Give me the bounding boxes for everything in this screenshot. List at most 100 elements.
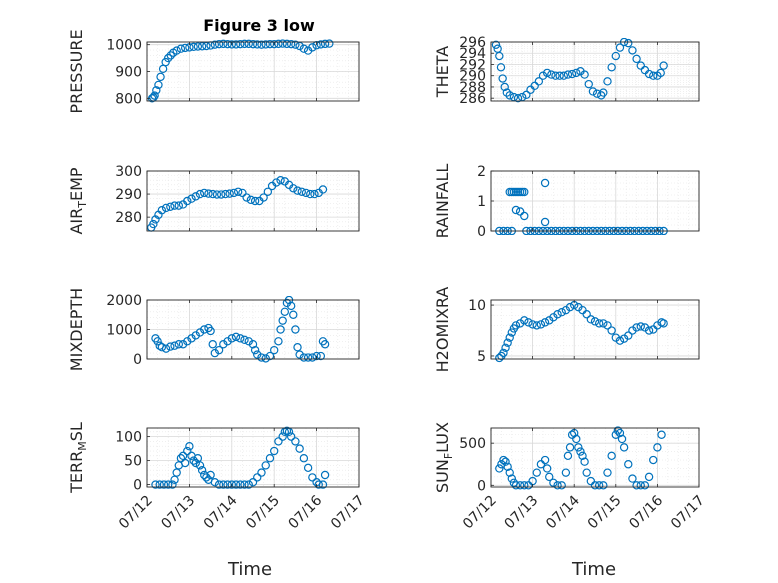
data-point xyxy=(195,189,205,199)
data-point xyxy=(216,190,226,199)
y-tick-label: 50 xyxy=(124,454,142,470)
y-tick-label: 0 xyxy=(133,352,142,368)
y-tick-label: 1000 xyxy=(106,38,142,54)
data-point xyxy=(522,90,531,100)
data-point xyxy=(274,337,283,346)
data-point xyxy=(193,42,203,51)
data-point xyxy=(636,481,645,490)
data-point xyxy=(599,481,608,490)
y-tick-label: 296 xyxy=(459,35,486,51)
data-point xyxy=(214,480,224,489)
data-point xyxy=(210,478,220,487)
data-point xyxy=(274,39,283,49)
data-point xyxy=(599,88,608,97)
data-point xyxy=(540,217,550,227)
data-point xyxy=(257,468,266,477)
data-point xyxy=(640,481,650,490)
data-point xyxy=(200,470,209,480)
data-series xyxy=(151,296,330,363)
data-point xyxy=(542,68,552,78)
data-point xyxy=(520,481,529,490)
data-point xyxy=(174,201,183,210)
y-tick-label: 280 xyxy=(115,210,142,226)
subplot-mixdepth: 0 1000 2000 MIXDEPTH xyxy=(67,288,360,371)
x-tick-label: 07/14 xyxy=(543,492,583,532)
data-point xyxy=(183,337,192,346)
data-point xyxy=(549,478,558,487)
data-point xyxy=(238,188,247,198)
data-point xyxy=(223,39,232,49)
subplot-h2omixra: 5 10 H2OMIXRA xyxy=(433,287,700,372)
data-point xyxy=(632,54,641,64)
data-point xyxy=(270,345,279,355)
data-point xyxy=(649,455,658,465)
data-point xyxy=(231,332,241,342)
data-point xyxy=(231,480,241,489)
data-point xyxy=(636,61,645,70)
data-point xyxy=(536,320,546,329)
plot-area xyxy=(491,42,699,101)
y-tick-label: 286 xyxy=(459,91,486,107)
data-point xyxy=(276,176,285,185)
data-point xyxy=(151,480,160,489)
data-point xyxy=(586,476,596,486)
data-series xyxy=(151,426,330,489)
data-point xyxy=(278,316,287,325)
data-point xyxy=(325,39,334,48)
data-point xyxy=(176,44,186,53)
data-point xyxy=(197,466,207,475)
data-point xyxy=(495,464,504,473)
data-point xyxy=(289,310,298,319)
data-point xyxy=(505,91,514,100)
data-point xyxy=(161,344,171,353)
data-point xyxy=(565,443,575,452)
data-point xyxy=(547,70,556,79)
y-axis-label: PRESSURE xyxy=(67,29,86,113)
data-point xyxy=(611,430,621,439)
data-point xyxy=(276,325,285,334)
subplot-air-temp: 280 290 300 AIRTEMP xyxy=(67,164,360,235)
data-point xyxy=(303,463,313,473)
data-point xyxy=(498,74,507,83)
data-point xyxy=(265,351,275,361)
data-point xyxy=(210,348,220,358)
data-point xyxy=(293,343,302,352)
data-point xyxy=(511,481,521,490)
data-point xyxy=(174,340,183,349)
data-point xyxy=(532,321,541,330)
data-point xyxy=(153,337,162,346)
data-point xyxy=(240,39,249,49)
data-point xyxy=(223,480,232,489)
axes-box xyxy=(490,41,700,102)
data-point xyxy=(530,81,539,91)
data-point xyxy=(225,189,234,198)
data-point xyxy=(594,481,604,490)
data-point xyxy=(180,43,190,53)
data-point xyxy=(210,40,220,49)
data-point xyxy=(567,69,577,79)
data-point xyxy=(197,42,207,51)
data-point xyxy=(565,302,575,312)
data-point xyxy=(576,447,585,456)
data-point xyxy=(244,337,253,346)
data-point xyxy=(524,318,533,327)
data-point xyxy=(320,340,330,349)
data-point xyxy=(584,79,593,89)
y-tick-label: 0 xyxy=(477,478,486,494)
data-point xyxy=(496,63,506,72)
data-point xyxy=(187,194,196,203)
data-point xyxy=(308,43,317,52)
data-point xyxy=(320,470,330,480)
data-point xyxy=(500,82,509,92)
axes-box xyxy=(490,427,700,488)
data-point xyxy=(189,456,198,465)
data-point xyxy=(310,189,319,199)
data-point xyxy=(180,458,190,468)
data-point xyxy=(607,63,616,72)
data-point xyxy=(261,461,270,470)
y-tick-label: 2000 xyxy=(106,293,142,309)
data-point xyxy=(157,343,167,352)
x-tick-label: 07/12 xyxy=(460,493,500,533)
data-point xyxy=(154,80,163,90)
data-point xyxy=(632,481,641,490)
